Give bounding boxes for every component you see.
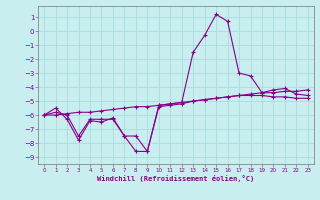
X-axis label: Windchill (Refroidissement éolien,°C): Windchill (Refroidissement éolien,°C) (97, 175, 255, 182)
